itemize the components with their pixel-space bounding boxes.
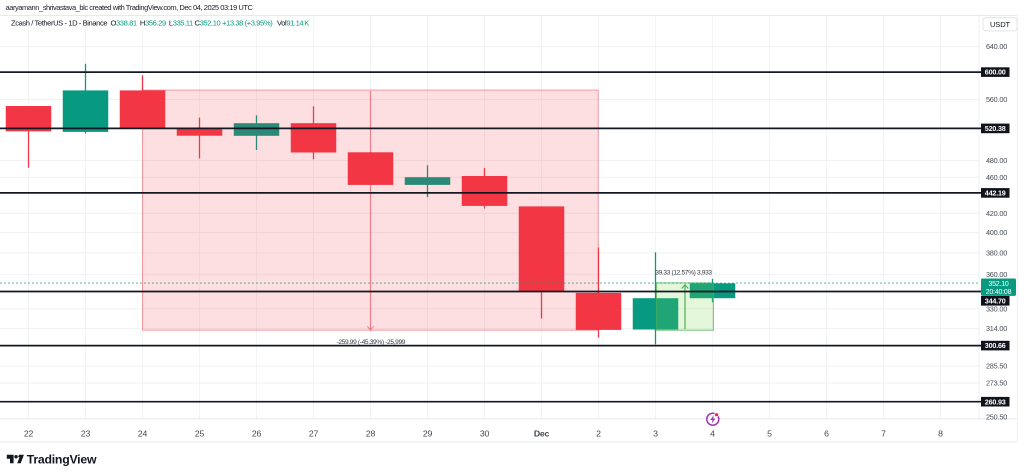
svg-text:442.19: 442.19: [985, 189, 1006, 198]
svg-text:344.70: 344.70: [985, 296, 1006, 305]
svg-text:260.93: 260.93: [985, 397, 1006, 406]
svg-text:560.00: 560.00: [986, 95, 1007, 104]
svg-text:39.33 (12.57%) 3,933: 39.33 (12.57%) 3,933: [655, 270, 712, 277]
svg-text:400.00: 400.00: [986, 228, 1007, 237]
svg-text:250.50: 250.50: [986, 413, 1007, 422]
svg-text:380.00: 380.00: [986, 249, 1007, 258]
svg-text:TradingView: TradingView: [27, 452, 97, 466]
svg-text:6: 6: [824, 429, 829, 439]
svg-text:23: 23: [81, 429, 91, 439]
svg-text:4: 4: [710, 429, 715, 439]
svg-text:29: 29: [423, 429, 433, 439]
svg-text:Zcash / TetherUS - 1D - Binanc: Zcash / TetherUS - 1D - Binance O338.81 H…: [11, 18, 309, 27]
svg-text:20:40:08: 20:40:08: [986, 289, 1012, 296]
svg-text:2: 2: [596, 429, 601, 439]
svg-text:314.00: 314.00: [986, 324, 1007, 333]
svg-text:460.00: 460.00: [986, 173, 1007, 182]
svg-text:aaryamann_shrivastava_blc crea: aaryamann_shrivastava_blc created with T…: [6, 3, 254, 12]
svg-text:640.00: 640.00: [986, 42, 1007, 51]
svg-text:26: 26: [252, 429, 262, 439]
svg-text:25: 25: [195, 429, 205, 439]
svg-text:273.50: 273.50: [986, 379, 1007, 388]
svg-text:300.66: 300.66: [985, 341, 1006, 350]
svg-text:330.00: 330.00: [986, 304, 1007, 313]
svg-text:285.50: 285.50: [986, 362, 1007, 371]
svg-text:3: 3: [653, 429, 658, 439]
svg-text:28: 28: [366, 429, 376, 439]
svg-text:360.00: 360.00: [986, 270, 1007, 279]
svg-text:22: 22: [24, 429, 34, 439]
svg-text:Dec: Dec: [534, 429, 550, 439]
svg-text:352.10: 352.10: [988, 281, 1009, 288]
svg-text:USDT: USDT: [990, 20, 1011, 29]
svg-text:600.00: 600.00: [985, 68, 1006, 77]
svg-text:420.00: 420.00: [986, 209, 1007, 218]
svg-text:-259.99 (-45.39%) -25,999: -259.99 (-45.39%) -25,999: [337, 339, 406, 346]
svg-text:24: 24: [138, 429, 148, 439]
svg-text:7: 7: [881, 429, 886, 439]
svg-text:480.00: 480.00: [986, 156, 1007, 165]
svg-text:8: 8: [938, 429, 943, 439]
svg-text:5: 5: [767, 429, 772, 439]
svg-text:30: 30: [480, 429, 490, 439]
svg-text:520.38: 520.38: [985, 124, 1006, 133]
svg-text:27: 27: [309, 429, 319, 439]
